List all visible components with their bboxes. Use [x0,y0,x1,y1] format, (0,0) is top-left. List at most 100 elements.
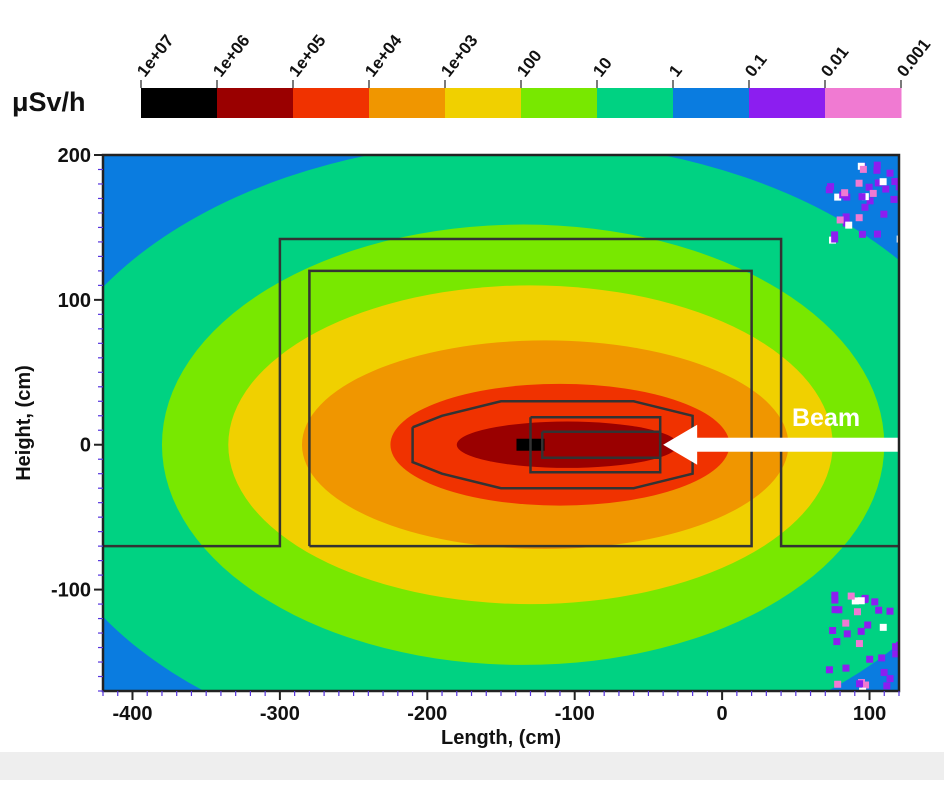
beam-arrow-shaft [691,437,909,452]
speckle-cell [834,680,842,688]
colorbar-bin-0 [141,88,218,118]
speckle-cell [857,627,865,635]
colorbar-bin-1 [217,88,294,118]
speckle-cell [861,596,869,604]
speckle-cell [859,165,867,173]
speckle-cell [865,183,873,191]
speckle-cell [825,186,833,194]
speckle-cell [831,231,839,239]
x-tick-label: -200 [407,703,447,725]
colorbar-bin-5 [521,88,598,118]
speckle-cell [834,193,842,201]
speckle-cell [855,640,863,648]
colorbar-tick-label: 1e+04 [361,31,406,81]
speckle-cell [842,619,850,627]
speckle-cell [871,598,879,606]
colorbar-bins [141,88,902,118]
y-axis: 200 100 0 -100 [51,145,103,692]
speckle-cell [855,214,863,222]
colorbar-unit: μSv/h [12,87,86,117]
colorbar-tick-label: 1e+03 [437,31,481,80]
speckle-cell [862,681,870,689]
speckle-cell [833,638,841,646]
speckle-cell [886,675,894,683]
bottom-strip [0,752,944,780]
colorbar-bin-9 [825,88,902,118]
speckle-cell [879,623,887,631]
speckle-cell [869,189,877,197]
colorbar-tick-label: 0.1 [741,50,771,80]
speckle-cell [842,664,850,672]
speckle-cell [874,179,882,187]
speckle-cell [866,197,874,205]
speckle-cell [892,643,899,651]
y-tick-label: 200 [58,145,91,167]
speckle-cell [878,654,886,662]
inner-room-outline [308,269,753,548]
colorbar-tick-label: 1 [665,61,686,80]
colorbar-tick-label: 1e+07 [133,31,177,80]
x-axis: -400 -300 -200 -100 0 100 [102,691,900,725]
colorbar-bin-2 [293,88,370,118]
speckle-cell [866,655,874,663]
speckle-cell [843,630,851,638]
speckle-cell [855,179,863,187]
colorbar-tick-label: 10 [589,54,616,81]
colorbar-bin-4 [445,88,522,118]
speckle-cell [835,606,843,614]
x-tick-label: -100 [555,703,595,725]
speckle-cell [879,178,887,186]
colorbar-bin-7 [673,88,750,118]
speckle-cell [873,166,881,174]
colorbar-tick-labels: 1e+07 1e+06 1e+05 1e+04 1e+03 100 10 1 0.1 0.01 0.… [133,31,934,88]
x-axis-label: Length, (cm) [441,727,561,749]
beam-pipe-outer [529,415,662,474]
colorbar-tick-label: 1e+06 [209,31,253,80]
colorbar-tick-label: 0.01 [817,43,852,81]
speckle-cell [843,193,851,201]
speckle-cell [890,195,898,203]
speckle-cell [831,606,839,614]
speckle-cell [831,596,839,604]
speckle-cell [886,607,894,615]
y-axis-label: Height, (cm) [13,365,35,481]
beam-pipe-inner [541,430,662,460]
outer-shield-outline [103,237,899,548]
speckle-cell [880,210,888,218]
x-tick-label: 100 [853,703,886,725]
speckle-cell [831,591,839,599]
plot-area: Beam [101,153,909,693]
speckle-cell [853,608,861,616]
beam-label: Beam [792,404,860,432]
colorbar-tick-label: 0.001 [893,35,934,80]
speckle-cell [886,169,894,177]
beam-arrow-head [663,424,698,465]
x-tick-label: 0 [717,703,728,725]
speckle-cell [856,680,864,688]
speckle-cell [847,592,855,600]
colorbar-bin-8 [749,88,826,118]
speckle-cell [882,185,890,193]
colorbar: μSv/h 1e+07 1e+06 1e+05 1e+04 1e+03 100 10 1 0.1… [12,31,934,118]
speckle-cell [859,687,867,691]
speckle-cell [895,183,899,191]
y-tick-label: -100 [51,580,91,602]
speckle-cell [896,641,899,649]
speckle-cell [864,621,872,629]
speckle-cell [873,161,881,169]
speckle-cell [873,230,881,238]
low-dose-speckle [825,161,899,691]
y-tick-label: 100 [58,290,91,312]
speckle-cell [836,216,844,224]
speckle-cell [842,213,850,221]
target-housing-outline [411,400,694,490]
speckle-cell [880,668,888,676]
speckle-cell [831,235,839,243]
beam-annotation: Beam [663,404,909,465]
speckle-cell [841,189,849,197]
colorbar-tick-label: 1e+05 [285,31,329,80]
speckle-cell [857,597,865,605]
colorbar-tick-label: 100 [513,46,545,80]
speckle-cell [875,606,883,614]
